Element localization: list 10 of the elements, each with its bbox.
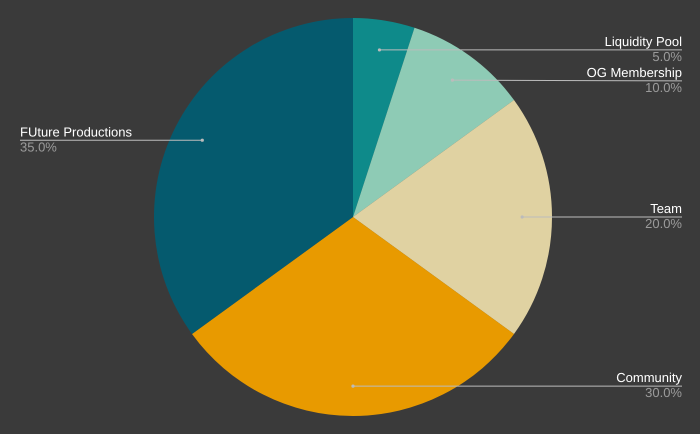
data-label: 30.0% — [645, 385, 682, 400]
data-label: 20.0% — [645, 216, 682, 232]
slice-label: FUture Productions — [20, 124, 132, 140]
data-label: 10.0% — [645, 80, 682, 96]
slice-label: Team — [650, 201, 682, 216]
slice-label: Liquidity Pool — [604, 34, 682, 50]
data-label: 35.0% — [20, 139, 58, 154]
slice-label: Community — [616, 370, 682, 386]
slice-label: OG Membership — [586, 65, 682, 80]
data-label: 5.0% — [652, 49, 682, 64]
